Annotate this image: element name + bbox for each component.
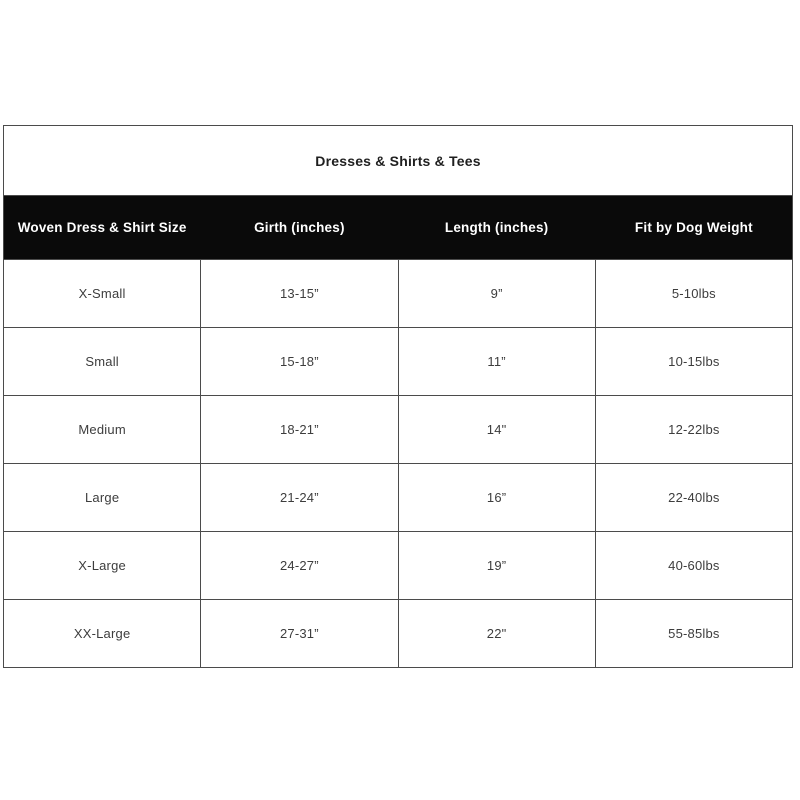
table-title-row: Dresses & Shirts & Tees bbox=[3, 125, 793, 196]
cell-length: 9” bbox=[397, 259, 596, 328]
cell-girth: 27-31” bbox=[200, 599, 399, 668]
cell-weight: 40-60lbs bbox=[594, 531, 794, 600]
cell-girth: 18-21” bbox=[200, 395, 399, 464]
cell-weight: 10-15lbs bbox=[594, 327, 794, 396]
size-chart-table: Dresses & Shirts & Tees Woven Dress & Sh… bbox=[2, 125, 794, 668]
cell-length: 22" bbox=[397, 599, 596, 668]
table-header-row: Woven Dress & Shirt Size Girth (inches) … bbox=[2, 195, 794, 260]
cell-size: Large bbox=[2, 463, 202, 532]
cell-weight: 22-40lbs bbox=[594, 463, 794, 532]
cell-weight: 5-10lbs bbox=[594, 259, 794, 328]
cell-girth: 21-24” bbox=[200, 463, 399, 532]
cell-size: X-Large bbox=[2, 531, 202, 600]
table-row: Small 15-18” 11” 10-15lbs bbox=[2, 327, 794, 396]
cell-length: 16” bbox=[397, 463, 596, 532]
table-head: Dresses & Shirts & Tees Woven Dress & Sh… bbox=[2, 125, 794, 260]
cell-length: 11” bbox=[397, 327, 596, 396]
column-header-size: Woven Dress & Shirt Size bbox=[2, 195, 202, 260]
table-row: X-Small 13-15” 9” 5-10lbs bbox=[2, 259, 794, 328]
table-row: X-Large 24-27” 19” 40-60lbs bbox=[2, 531, 794, 600]
column-header-weight: Fit by Dog Weight bbox=[594, 195, 794, 260]
cell-length: 14" bbox=[397, 395, 596, 464]
cell-girth: 24-27” bbox=[200, 531, 399, 600]
cell-girth: 13-15” bbox=[200, 259, 399, 328]
cell-size: XX-Large bbox=[2, 599, 202, 668]
cell-weight: 12-22lbs bbox=[594, 395, 794, 464]
cell-size: X-Small bbox=[2, 259, 202, 328]
cell-weight: 55-85lbs bbox=[594, 599, 794, 668]
cell-girth: 15-18” bbox=[200, 327, 399, 396]
cell-length: 19” bbox=[397, 531, 596, 600]
table-body: X-Small 13-15” 9” 5-10lbs Small 15-18” 11” 10-1… bbox=[2, 259, 794, 668]
cell-size: Small bbox=[2, 327, 202, 396]
table-title: Dresses & Shirts & Tees bbox=[3, 125, 793, 196]
table-row: Large 21-24” 16” 22-40lbs bbox=[2, 463, 794, 532]
table-row: Medium 18-21” 14" 12-22lbs bbox=[2, 395, 794, 464]
table-row: XX-Large 27-31” 22" 55-85lbs bbox=[2, 599, 794, 668]
size-chart: Dresses & Shirts & Tees Woven Dress & Sh… bbox=[2, 125, 794, 668]
column-header-girth: Girth (inches) bbox=[200, 195, 399, 260]
cell-size: Medium bbox=[2, 395, 202, 464]
column-header-length: Length (inches) bbox=[397, 195, 596, 260]
